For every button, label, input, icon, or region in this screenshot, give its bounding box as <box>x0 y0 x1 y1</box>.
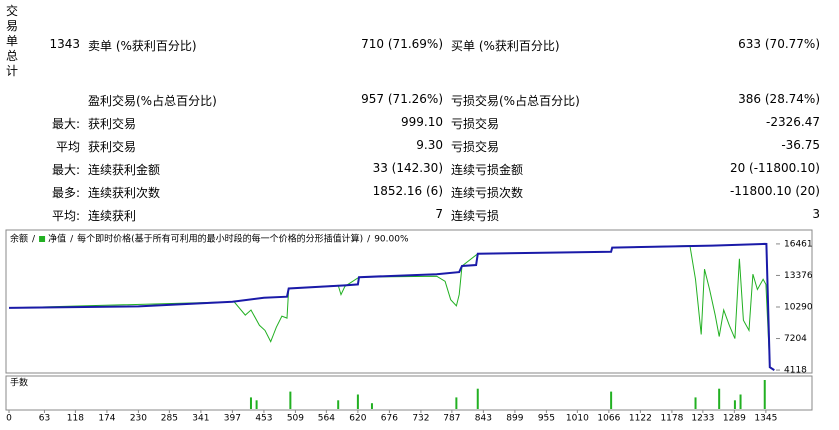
x-tick-label: 0 <box>6 414 12 424</box>
y-tick-label: 7204 <box>784 334 807 344</box>
table-cell: 最大: <box>51 117 80 131</box>
legend-text: / <box>367 235 371 245</box>
volume-bar <box>356 394 359 409</box>
table-cell: 33 (142.30) <box>372 161 443 175</box>
x-tick-label: 1066 <box>597 414 620 424</box>
x-tick-label: 955 <box>538 414 555 424</box>
table-cell: 386 (28.74%) <box>738 92 820 106</box>
table-cell: 1852.16 (6) <box>372 184 443 198</box>
legend-swatch <box>39 236 46 242</box>
x-tick-label: 1178 <box>660 414 683 424</box>
x-tick-label: 843 <box>475 414 492 424</box>
volume-panel <box>5 375 813 411</box>
table-cell: 1343 <box>49 37 80 51</box>
table-cell: 633 (70.77%) <box>738 37 820 51</box>
table-cell: 连续获利次数 <box>88 186 161 200</box>
x-tick-label: 1289 <box>723 414 746 424</box>
table-cell: 获利交易 <box>88 140 137 154</box>
table-cell: 亏损交易 <box>451 117 500 131</box>
section-title: 交易单总计 <box>6 4 19 78</box>
table-cell: 获利交易 <box>88 117 137 131</box>
table-cell: 连续获利金额 <box>88 163 161 177</box>
x-tick-label: 1010 <box>566 414 589 424</box>
volume-bar <box>694 397 697 409</box>
x-tick-label: 230 <box>130 414 147 424</box>
legend-text: / <box>70 235 74 245</box>
x-tick-label: 1122 <box>629 414 652 424</box>
x-tick-label: 341 <box>192 414 209 424</box>
table-cell: 连续获利 <box>88 209 137 223</box>
table-cell: 卖单 (%获利百分比) <box>88 39 197 53</box>
y-tick-label: 13376 <box>784 271 813 281</box>
table-cell: 20 (-11800.10) <box>729 161 820 175</box>
series-line <box>8 242 775 371</box>
legend-text: 余额 <box>10 233 28 245</box>
x-tick-label: 1233 <box>691 414 714 424</box>
legend-text: / <box>32 235 36 245</box>
x-tick-label: 564 <box>318 414 335 424</box>
table-cell: 连续亏损 <box>451 209 500 223</box>
legend-text: 每个即时价格(基于所有可利用的最小时段的每一个价格的分形插值计算) <box>77 233 363 245</box>
series-line <box>8 245 775 371</box>
x-tick-label: 285 <box>161 414 178 424</box>
table-cell: 盈利交易(%占总百分比) <box>88 94 217 108</box>
main-panel <box>5 229 813 374</box>
table-cell: -36.75 <box>781 138 820 152</box>
volume-bar <box>733 400 736 409</box>
table-cell: 买单 (%获利百分比) <box>451 39 560 53</box>
volume-bar <box>739 394 742 409</box>
table-cell: 亏损交易(%占总百分比) <box>451 94 580 108</box>
volume-bar <box>337 400 340 409</box>
x-tick-label: 620 <box>349 414 366 424</box>
y-tick-label: 10290 <box>784 302 813 312</box>
table-cell: 最多: <box>51 186 80 200</box>
x-tick-label: 899 <box>506 414 523 424</box>
volume-label: 手数 <box>10 377 28 389</box>
table-cell: 710 (71.69%) <box>361 37 443 51</box>
x-tick-label: 676 <box>381 414 398 424</box>
table-cell: 最大: <box>51 163 80 177</box>
table-cell: 平均: <box>51 209 80 223</box>
table-cell: 亏损交易 <box>451 140 500 154</box>
y-tick-label: 16461 <box>784 239 813 249</box>
y-tick-label: 4118 <box>784 366 807 376</box>
x-tick-label: 453 <box>255 414 272 424</box>
x-tick-label: 397 <box>224 414 241 424</box>
x-tick-label: 174 <box>98 414 115 424</box>
table-cell: -2326.47 <box>766 115 820 129</box>
volume-bar <box>455 397 458 409</box>
volume-bar <box>255 400 258 409</box>
volume-bar <box>289 391 292 409</box>
table-cell: 9.30 <box>416 138 443 152</box>
x-tick-label: 118 <box>67 414 84 424</box>
legend-text: 净值 <box>48 233 66 245</box>
x-tick-label: 63 <box>39 414 50 424</box>
x-tick-label: 1345 <box>754 414 777 424</box>
table-cell: 999.10 <box>401 115 443 129</box>
table-cell: 连续亏损次数 <box>451 186 524 200</box>
table-cell: 连续亏损金额 <box>451 163 524 177</box>
volume-bar <box>476 388 479 409</box>
x-tick-label: 732 <box>412 414 429 424</box>
volume-bar <box>763 380 766 409</box>
x-tick-label: 787 <box>443 414 460 424</box>
table-cell: 957 (71.26%) <box>361 92 443 106</box>
x-tick-label: 509 <box>287 414 304 424</box>
legend-text: 90.00% <box>374 235 409 245</box>
volume-bar <box>718 388 721 409</box>
table-cell: -11800.10 (20) <box>729 184 820 198</box>
table-cell: 3 <box>812 207 820 221</box>
volume-bar <box>370 403 373 409</box>
volume-bar <box>610 391 613 409</box>
table-cell: 7 <box>435 207 443 221</box>
table-cell: 平均 <box>55 140 80 154</box>
volume-bar <box>249 397 252 409</box>
